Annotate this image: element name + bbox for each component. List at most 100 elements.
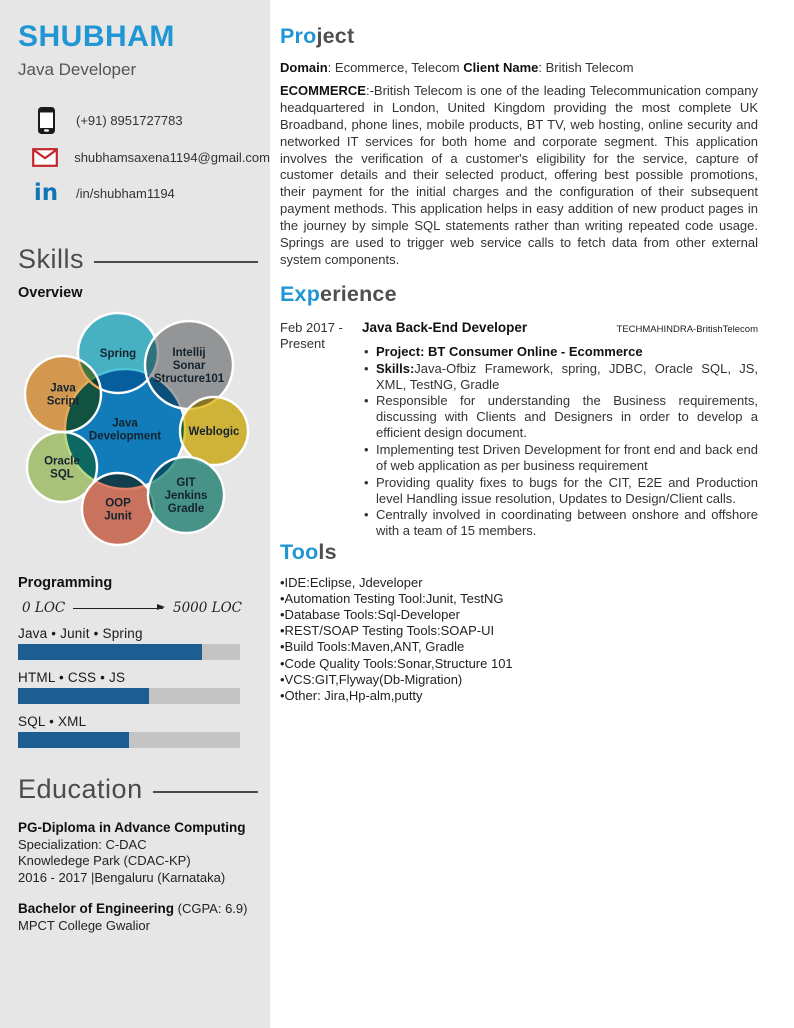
bar-label: HTML • CSS • JS (18, 670, 126, 685)
java-script-bubble (25, 356, 101, 432)
linkedin-icon: in (33, 179, 59, 206)
experience-bullet: Responsible for understanding the Busine… (364, 393, 758, 441)
contact-linkedin: in /in/shubham1194 (18, 180, 270, 206)
skills-overview-label: Overview (18, 285, 83, 301)
git-jenkins-bubble (148, 457, 224, 533)
person-name: SHUBHAM (18, 20, 175, 53)
experience-heading: Experience (280, 281, 397, 306)
programming-bars: Java • Junit • Spring HTML • CSS • JS SQ… (18, 626, 270, 748)
loc-axis-arrow (73, 604, 165, 611)
education-heading-rule (152, 791, 258, 793)
tools-heading: Tools (280, 540, 337, 565)
person-role: Java Developer (18, 60, 137, 79)
education-line: MPCT College Gwalior (18, 918, 150, 934)
project-heading: Project (280, 24, 355, 48)
oracle-sql-label: Oracle SQL (44, 456, 80, 481)
intellij-sonar-label: Intellij Sonar Structure101 (154, 347, 225, 385)
education-heading: Education (18, 774, 143, 804)
programming-bar-row: Java • Junit • Spring (18, 626, 240, 660)
oracle-sql-bubble (27, 432, 97, 502)
domain-label: Domain (280, 60, 328, 75)
intellij-sonar-bubble (145, 321, 233, 409)
tool-item: •VCS:GIT,Flyway(Db-Migration) (280, 671, 463, 687)
phone-number: (+91) 8951727783 (76, 113, 183, 128)
loc-axis-min: 0 LOC (22, 600, 66, 616)
loc-axis: 0 LOC 5000 LOC (22, 600, 242, 616)
oop-junit-label: OOP Junit (104, 498, 132, 523)
domain-value: : Ecommerce, Telecom (327, 60, 464, 75)
contact-phone: (+91) 8951727783 (18, 107, 270, 134)
programming-bar-row: SQL • XML (18, 714, 240, 748)
java-script-label: Java Script (47, 383, 80, 408)
education-line: 2016 - 2017 |Bengaluru (Karnataka) (18, 870, 226, 886)
git-jenkins-bubble-ring (146, 455, 226, 535)
bar-fill (18, 732, 129, 748)
education-block: PG-Diploma in Advance Computing Speciali… (18, 819, 270, 935)
education-line: Knowledege Park (CDAC-KP) (18, 853, 191, 869)
spring-bubble (78, 313, 158, 393)
weblogic-bubble-ring (178, 395, 250, 467)
programming-bar-row: HTML • CSS • JS (18, 670, 240, 704)
client-value: : British Telecom (538, 60, 634, 75)
project-description: ECOMMERCE:-British Telecom is one of the… (280, 83, 758, 267)
loc-axis-max: 5000 LOC (172, 600, 242, 616)
bar-fill (18, 644, 203, 660)
experience-bullet: Providing quality fixes to bugs for the … (364, 475, 758, 507)
bar-track (18, 644, 240, 660)
experience-title-row: Java Back-End Developer TECHMAHINDRA-Bri… (362, 320, 758, 335)
client-label: Client Name (463, 60, 539, 75)
spring-label: Spring (100, 348, 136, 360)
education-entry: PG-Diploma in Advance Computing Speciali… (18, 819, 258, 887)
education-section-header: Education (18, 774, 270, 805)
main-column: Project Domain: Ecommerce, Telecom Clien… (270, 0, 794, 1028)
tool-item: •Build Tools:Maven,ANT, Gradle (280, 639, 465, 655)
sidebar: SHUBHAM Java Developer (+91) 8951727783 (0, 0, 270, 1028)
bar-track (18, 732, 240, 748)
skills-bubble-chart: Java Development Spring Intellij Sonar Struct… (23, 311, 250, 547)
tool-item: •REST/SOAP Testing Tools:SOAP-UI (280, 623, 495, 639)
tool-item: •IDE:Eclipse, Jdeveloper (280, 575, 423, 591)
skills-heading-rule (94, 261, 258, 263)
email-address: shubhamsaxena1194@gmail.com (74, 149, 270, 165)
experience-dates: Feb 2017 - Present (280, 319, 343, 352)
experience-bullets: Project: BT Consumer Online - EcommerceS… (362, 344, 758, 539)
java-development-label: Java Development (89, 418, 161, 443)
phone-icon (31, 107, 61, 134)
tool-item: •Other: Jira,Hp-alm,putty (280, 687, 423, 703)
skills-section-header: Skills (18, 244, 270, 275)
programming-heading: Programming (18, 575, 113, 591)
weblogic-label: Weblogic (189, 426, 241, 438)
degree-suffix: (CGPA: 6.9) (174, 901, 248, 917)
experience-bullet: Skills:Java-Ofbiz Framework, spring, JDB… (364, 361, 758, 393)
tool-item: •Automation Testing Tool:Junit, TestNG (280, 591, 504, 607)
experience-bullet: Implementing test Driven Development for… (364, 442, 758, 474)
education-entry: Bachelor of Engineering (CGPA: 6.9) MPCT… (18, 900, 258, 935)
experience-bullet: Project: BT Consumer Online - Ecommerce (364, 344, 758, 360)
degree-name: Bachelor of Engineering (18, 901, 175, 917)
education-line: Specialization: C-DAC (18, 836, 147, 852)
bar-label: SQL • XML (18, 714, 87, 729)
experience-bullet: Centrally involved in coordinating betwe… (364, 507, 758, 539)
experience-body: Java Back-End Developer TECHMAHINDRA-Bri… (362, 320, 758, 540)
git-jenkins-label: GIT Jenkins Gradle (165, 477, 208, 515)
contact-block: (+91) 8951727783 shubhamsaxena1194@gmail… (18, 107, 270, 206)
email-icon (31, 147, 59, 167)
oop-junit-bubble (82, 473, 154, 545)
degree-line: Bachelor of Engineering (CGPA: 6.9) (18, 900, 258, 918)
tool-item: •Database Tools:Sql-Developer (280, 607, 460, 623)
contact-email: shubhamsaxena1194@gmail.com (18, 144, 270, 170)
job-title: Java Back-End Developer (362, 319, 528, 335)
linkedin-handle: /in/shubham1194 (76, 185, 175, 201)
bar-track (18, 688, 240, 704)
company-name: TECHMAHINDRA-BritishTelecom (616, 323, 758, 335)
oracle-sql-bubble-ring (25, 430, 99, 504)
weblogic-bubble (180, 397, 248, 465)
bar-label: Java • Junit • Spring (18, 626, 143, 641)
project-description-lead: ECOMMERCE (280, 83, 366, 98)
project-meta: Domain: Ecommerce, Telecom Client Name: … (280, 60, 758, 75)
degree-name: PG-Diploma in Advance Computing (18, 820, 246, 835)
tool-item: •Code Quality Tools:Sonar,Structure 101 (280, 655, 513, 671)
tools-list: •IDE:Eclipse, Jdeveloper •Automation Test… (280, 575, 758, 703)
skills-heading: Skills (18, 244, 85, 274)
